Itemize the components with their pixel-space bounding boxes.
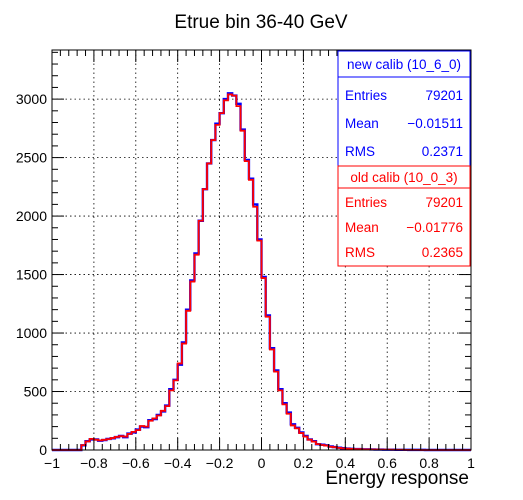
stats-box-new-calib: new calib (10_6_0) Entries 79201 Mean −0… <box>337 50 471 171</box>
x-tick-label: −0.2 <box>206 455 234 471</box>
stats-box-old-calib: old calib (10_0_3) Entries 79201 Mean −0… <box>337 165 471 267</box>
y-tick-label: 1000 <box>16 325 47 341</box>
stats-entries-label: Entries <box>345 195 387 210</box>
stats-mean-label: Mean <box>345 220 379 235</box>
stats-rms-value: 0.2365 <box>422 245 463 260</box>
y-tick-label: 3000 <box>16 91 47 107</box>
x-tick-label: 0.4 <box>336 455 356 471</box>
stats-box-frame <box>337 50 471 171</box>
x-tick-label: −0.8 <box>80 455 108 471</box>
x-tick-label: 0 <box>258 455 266 471</box>
stats-entries-label: Entries <box>345 88 387 103</box>
stats-rms-label: RMS <box>345 245 375 260</box>
x-tick-label: −0.6 <box>122 455 150 471</box>
stats-mean-value: −0.01511 <box>407 116 463 131</box>
stats-mean-value: −0.01776 <box>406 220 463 235</box>
stats-entries-value: 79201 <box>425 195 463 210</box>
x-tick-label: 0.8 <box>419 455 439 471</box>
stats-box-frame <box>337 165 471 267</box>
stats-mean-label: Mean <box>345 116 379 131</box>
x-axis-title: Energy response <box>325 468 469 489</box>
x-tick-labels: −1 −0.8 −0.6 −0.4 −0.2 0 0.2 0.4 0.6 0.8 1 <box>44 455 475 471</box>
y-tick-labels: 0 500 1000 1500 2000 2500 3000 <box>16 91 47 458</box>
chart-title: Etrue bin 36-40 GeV <box>174 12 348 33</box>
stats-title: old calib (10_0_3) <box>350 170 457 185</box>
y-tick-label: 2500 <box>16 150 47 166</box>
stats-rms-value: 0.2371 <box>422 144 463 159</box>
x-tick-label: −0.4 <box>164 455 192 471</box>
y-tick-label: 500 <box>24 384 48 400</box>
grid-lines <box>52 50 471 450</box>
stats-rms-label: RMS <box>345 144 375 159</box>
stats-title: new calib (10_6_0) <box>347 57 461 72</box>
y-tick-label: 1500 <box>16 267 47 283</box>
stats-entries-value: 79201 <box>425 88 463 103</box>
x-tick-label: 0.6 <box>377 455 397 471</box>
y-tick-label: 0 <box>39 442 47 458</box>
y-tick-label: 2000 <box>16 208 47 224</box>
x-tick-label: −1 <box>44 455 60 471</box>
x-tick-label: 0.2 <box>294 455 314 471</box>
x-tick-label: 1 <box>467 455 475 471</box>
